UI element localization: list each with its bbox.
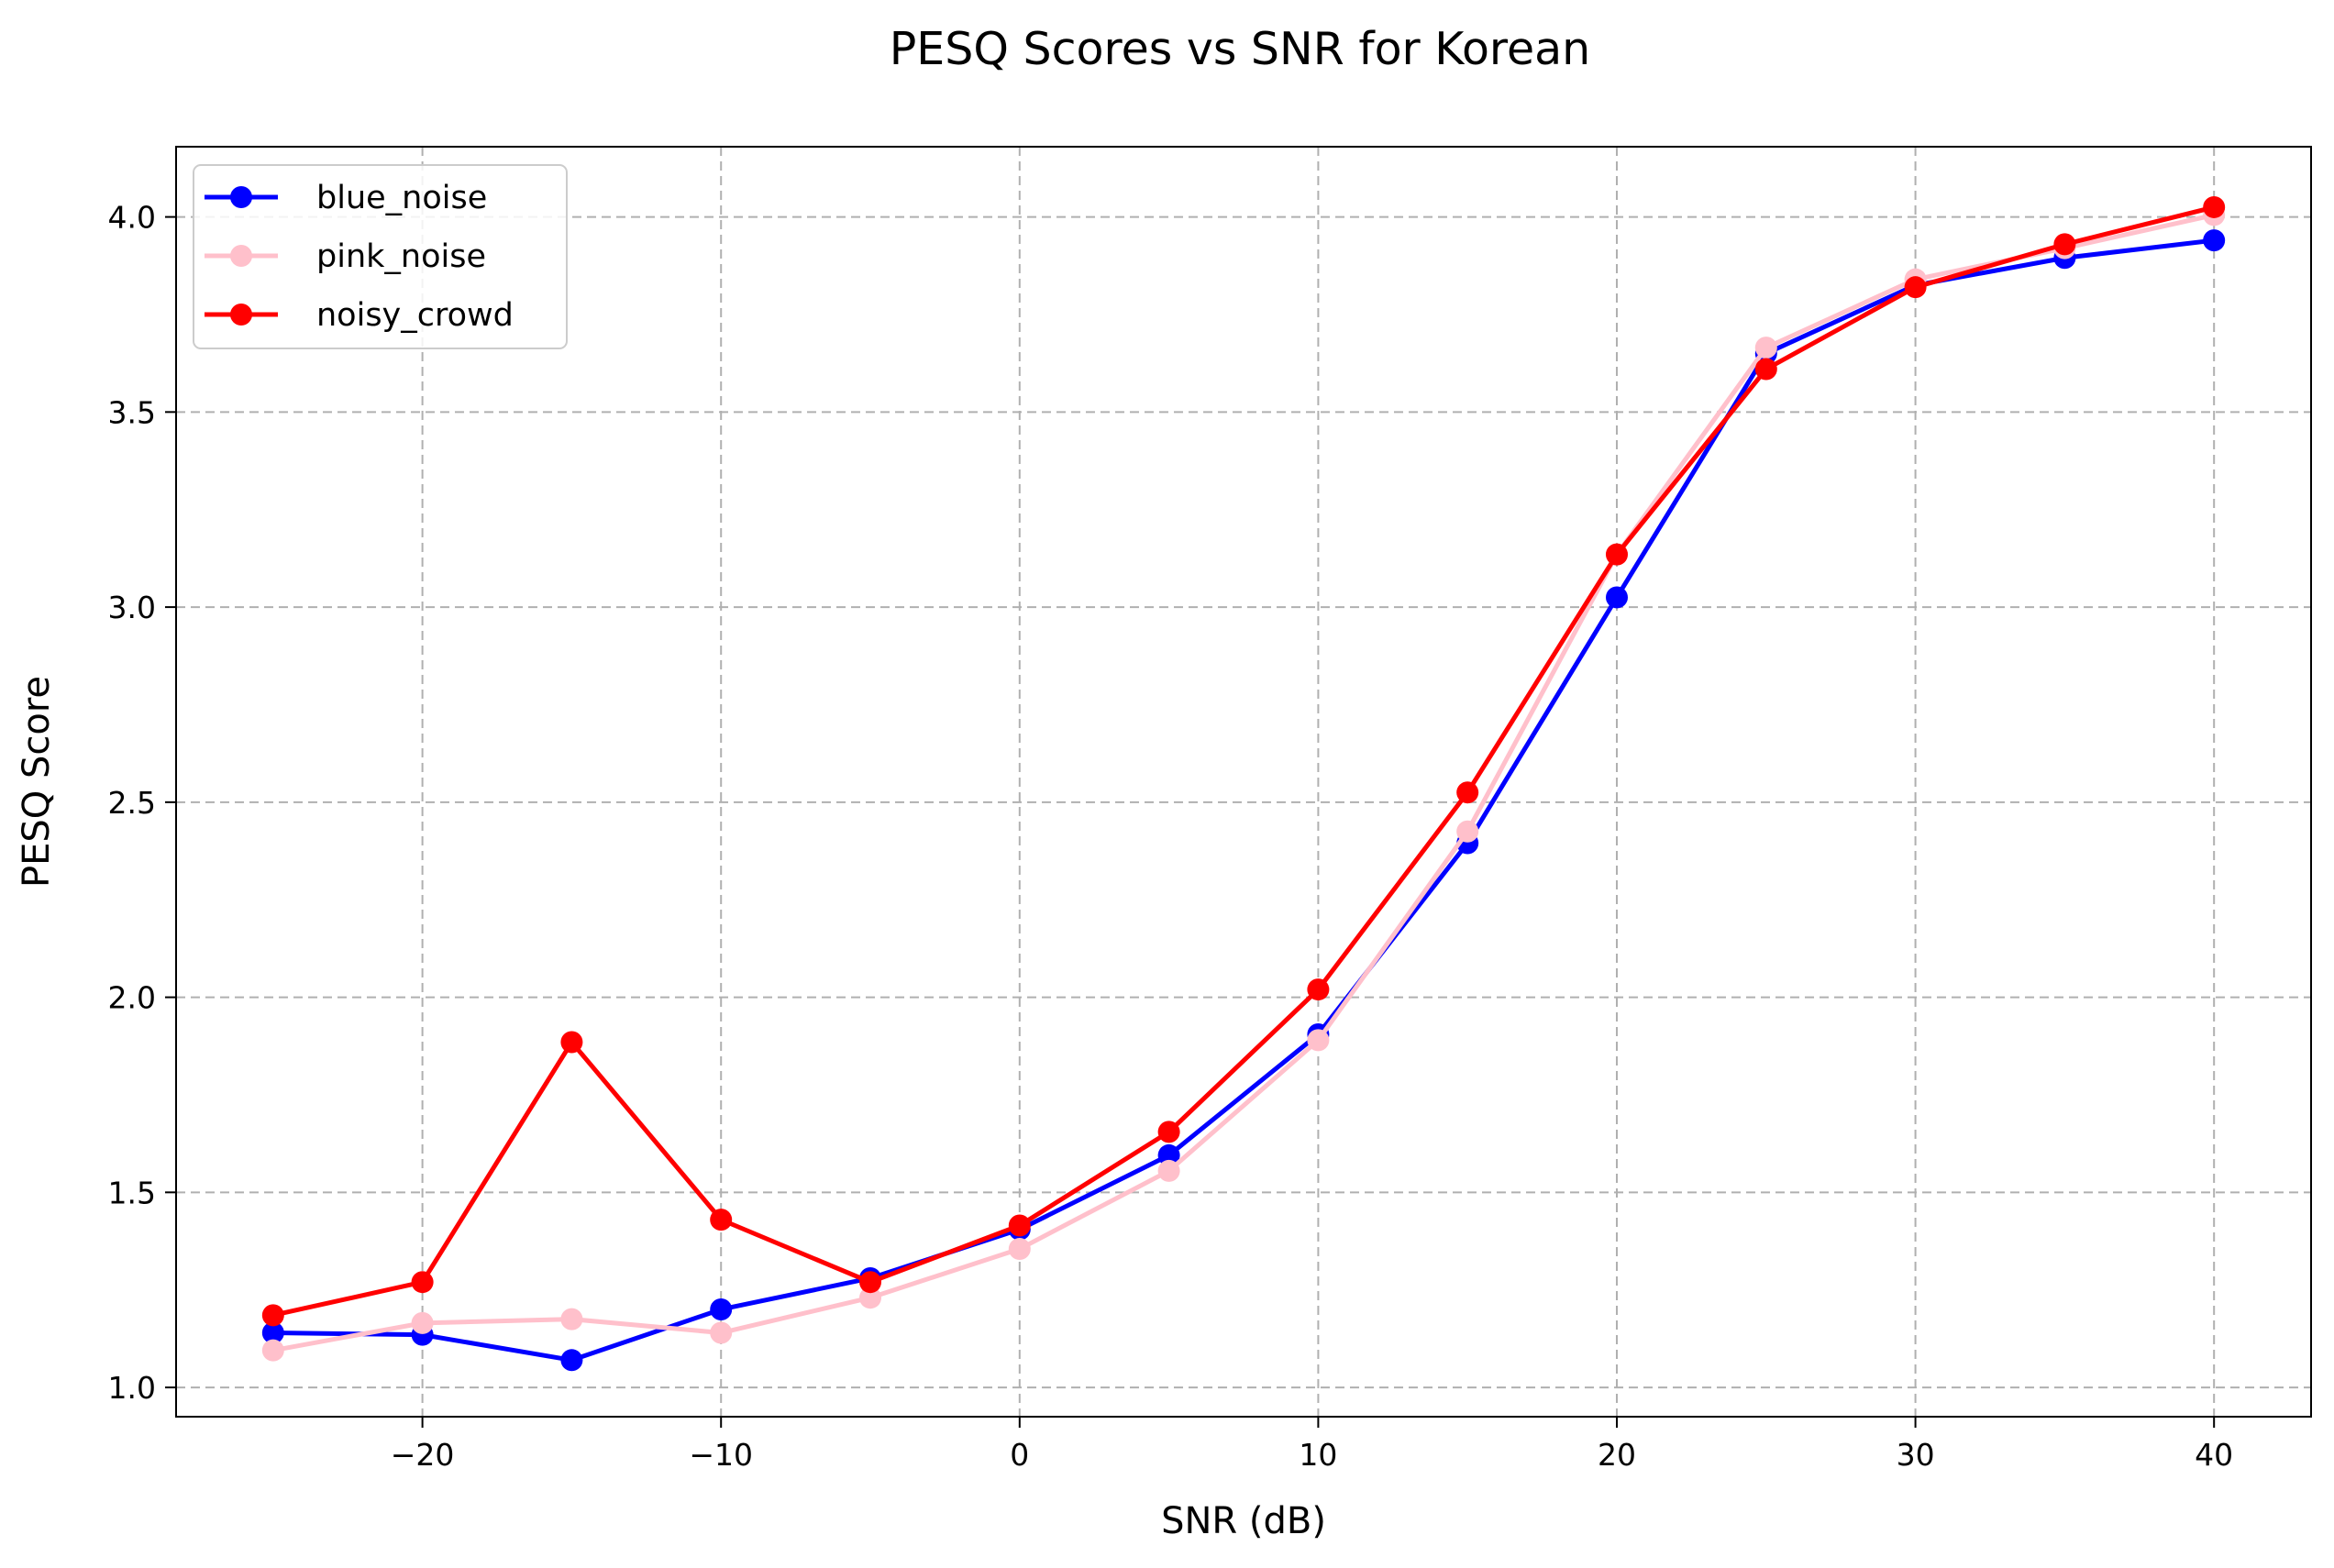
series-blue_noise <box>261 229 2226 1372</box>
data-point <box>560 1308 583 1331</box>
data-point <box>2203 229 2226 252</box>
legend-entry: pink_noise <box>205 238 486 275</box>
plot-frame <box>175 146 2312 1418</box>
series-pink_noise <box>261 204 2226 1362</box>
y-tick-label: 1.5 <box>108 1175 156 1210</box>
axis-ticks: −20 −10 0 10 20 30 40 1.0 1.5 2.0 2.5 3.0 3.5 4.0 <box>108 200 2234 1473</box>
data-point <box>1605 586 1628 609</box>
data-point <box>261 1304 284 1327</box>
data-point <box>710 1321 733 1344</box>
data-point <box>1307 978 1330 1001</box>
y-tick-label: 3.0 <box>108 590 156 625</box>
y-tick-label: 2.5 <box>108 785 156 821</box>
data-point <box>859 1271 882 1294</box>
data-point <box>1754 358 1777 381</box>
data-point <box>2203 195 2226 218</box>
x-tick-label: 30 <box>1897 1437 1935 1473</box>
data-point <box>1605 543 1628 566</box>
legend-marker <box>230 186 252 208</box>
legend-label: pink_noise <box>316 238 486 275</box>
y-tick-label: 4.0 <box>108 200 156 236</box>
data-point <box>560 1349 583 1372</box>
series-line <box>272 204 2215 1318</box>
series-layer <box>261 195 2226 1372</box>
legend-marker <box>230 245 252 267</box>
data-point <box>1456 820 1479 843</box>
data-point <box>1008 1214 1031 1237</box>
legend-box <box>193 164 568 349</box>
y-tick-label: 1.0 <box>108 1370 156 1406</box>
x-tick-label: −20 <box>391 1437 455 1473</box>
x-tick-label: 20 <box>1598 1437 1636 1473</box>
data-point <box>1904 276 1927 299</box>
series-noisy_crowd <box>261 195 2226 1327</box>
data-point <box>560 1031 583 1054</box>
data-point <box>1307 1029 1330 1052</box>
legend-label: blue_noise <box>316 180 487 216</box>
x-tick-label: 40 <box>2195 1437 2233 1473</box>
data-point <box>1456 781 1479 804</box>
series-line <box>272 237 2215 1363</box>
legend-entry: noisy_crowd <box>205 297 514 334</box>
legend-label: noisy_crowd <box>316 297 514 334</box>
legend: blue_noise pink_noise noisy_crowd <box>193 164 568 349</box>
data-point <box>1008 1238 1031 1261</box>
x-tick-label: 10 <box>1299 1437 1337 1473</box>
y-tick-label: 2.0 <box>108 980 156 1016</box>
chart-title: PESQ Scores vs SNR for Korean <box>890 23 1591 75</box>
x-axis-label: SNR (dB) <box>1161 1500 1326 1542</box>
data-point <box>710 1209 733 1231</box>
data-point <box>1157 1159 1180 1182</box>
x-tick-label: 0 <box>1010 1437 1029 1473</box>
legend-marker <box>230 304 252 326</box>
legend-entry: blue_noise <box>205 180 487 216</box>
series-line <box>272 213 2215 1353</box>
data-point <box>261 1321 284 1344</box>
data-point <box>859 1286 882 1309</box>
data-point <box>710 1297 733 1320</box>
data-point <box>411 1311 434 1334</box>
data-point <box>411 1271 434 1294</box>
data-point <box>1754 337 1777 359</box>
y-tick-label: 3.5 <box>108 394 156 430</box>
y-axis-label: PESQ Score <box>16 676 58 888</box>
data-point <box>1157 1121 1180 1143</box>
data-point <box>1157 1143 1180 1166</box>
data-point <box>261 1339 284 1362</box>
x-tick-label: −10 <box>689 1437 753 1473</box>
data-point <box>2053 233 2076 256</box>
